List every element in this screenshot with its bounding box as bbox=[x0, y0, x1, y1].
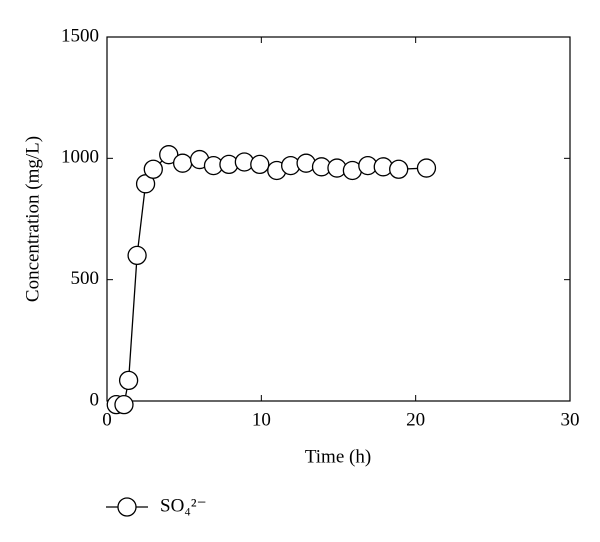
plot-frame bbox=[106, 36, 571, 402]
data-point bbox=[114, 394, 134, 415]
y-tick-label: 0 bbox=[90, 389, 100, 410]
legend-label: SO₄²⁻ bbox=[160, 495, 207, 516]
y-tick-label: 1000 bbox=[61, 147, 99, 168]
y-tick-label: 500 bbox=[71, 268, 100, 289]
y-axis-label: Concentration (mg/L) bbox=[22, 136, 43, 302]
data-point bbox=[172, 153, 193, 173]
data-line bbox=[116, 153, 427, 406]
x-axis-label: Time (h) bbox=[305, 446, 371, 467]
x-tick-label: 20 bbox=[406, 409, 425, 430]
data-point bbox=[127, 245, 147, 266]
data-point bbox=[143, 159, 163, 179]
data-point bbox=[389, 159, 409, 179]
y-tick-label: 1500 bbox=[61, 25, 99, 46]
data-point bbox=[250, 154, 270, 175]
legend-marker bbox=[117, 497, 137, 517]
data-point bbox=[416, 158, 437, 178]
data-point bbox=[118, 370, 139, 391]
x-tick-label: 10 bbox=[252, 409, 271, 430]
data-point bbox=[159, 145, 179, 165]
x-tick-label: 0 bbox=[102, 409, 112, 430]
x-tick-label: 30 bbox=[561, 409, 580, 430]
